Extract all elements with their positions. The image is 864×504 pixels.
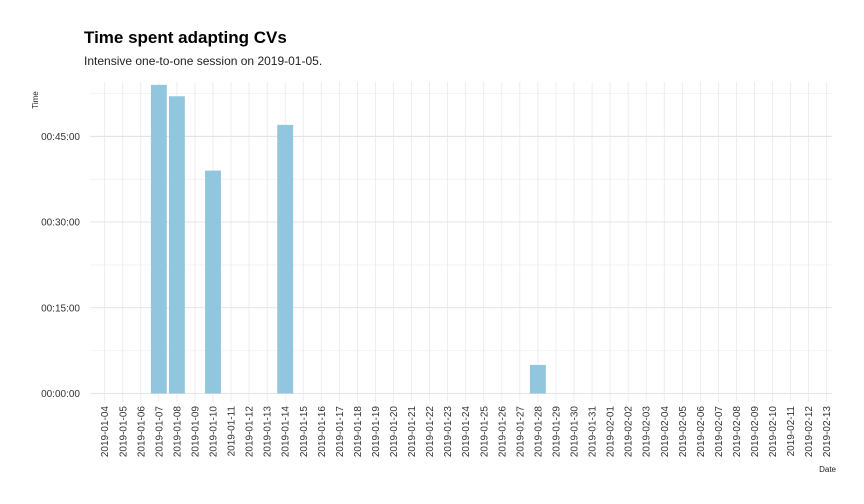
y-tick-label: 00:00:00 — [41, 389, 80, 400]
x-tick-label: 2019-01-30 — [570, 406, 581, 458]
x-tick-label: 2019-02-11 — [786, 406, 797, 457]
x-tick-label: 2019-01-13 — [263, 406, 274, 458]
bar — [277, 124, 294, 394]
y-tick-label: 00:45:00 — [41, 132, 80, 143]
x-tick-label: 2019-02-02 — [624, 406, 635, 458]
x-tick-label: 2019-01-07 — [154, 406, 165, 458]
x-tick-label: 2019-02-08 — [732, 406, 743, 458]
x-tick-label: 2019-02-06 — [696, 406, 707, 458]
x-tick-label: 2019-02-03 — [642, 406, 653, 458]
x-tick-label: 2019-01-11 — [227, 406, 238, 457]
x-tick-label: 2019-01-23 — [443, 406, 454, 458]
bar — [168, 96, 185, 394]
x-tick-label: 2019-01-22 — [425, 406, 436, 458]
bar — [529, 364, 546, 394]
x-tick-label: 2019-01-26 — [497, 406, 508, 458]
x-tick-label: 2019-01-14 — [281, 406, 292, 458]
x-axis-title: Date — [819, 465, 836, 474]
x-tick-label: 2019-02-01 — [606, 406, 617, 458]
x-tick-label: 2019-02-13 — [822, 406, 833, 458]
x-tick-label: 2019-01-17 — [335, 406, 346, 458]
x-tick-label: 2019-01-12 — [245, 406, 256, 458]
bar — [150, 84, 167, 394]
x-tick-label: 2019-01-19 — [371, 406, 382, 458]
x-tick-label: 2019-01-24 — [461, 406, 472, 458]
chart-title: Time spent adapting CVs — [84, 28, 287, 47]
y-tick-label: 00:15:00 — [41, 303, 80, 314]
x-tick-label: 2019-01-04 — [100, 406, 111, 458]
x-tick-label: 2019-01-06 — [136, 406, 147, 458]
x-tick-label: 2019-02-09 — [750, 406, 761, 458]
x-tick-label: 2019-01-31 — [588, 406, 599, 458]
x-tick-label: 2019-01-16 — [317, 406, 328, 458]
x-tick-label: 2019-01-21 — [407, 406, 418, 458]
x-tick-label: 2019-01-29 — [551, 406, 562, 458]
x-tick-label: 2019-01-18 — [353, 406, 364, 458]
x-tick-label: 2019-01-28 — [533, 406, 544, 458]
bars — [150, 84, 546, 394]
x-tick-label: 2019-01-10 — [209, 406, 220, 458]
y-axis-ticks: 00:00:00 00:15:00 00:30:00 00:45:00 — [41, 132, 80, 400]
y-tick-label: 00:30:00 — [41, 218, 80, 229]
x-tick-label: 2019-02-04 — [660, 406, 671, 458]
x-tick-label: 2019-01-27 — [515, 406, 526, 458]
x-tick-label: 2019-02-07 — [714, 406, 725, 458]
x-tick-label: 2019-01-05 — [118, 406, 129, 458]
x-tick-label: 2019-01-20 — [389, 406, 400, 458]
x-tick-label: 2019-01-25 — [479, 406, 490, 458]
chart-subtitle: Intensive one-to-one session on 2019-01-… — [84, 54, 322, 68]
x-tick-label: 2019-01-15 — [299, 406, 310, 458]
x-tick-label: 2019-01-09 — [190, 406, 201, 458]
x-tick-label: 2019-02-12 — [804, 406, 815, 458]
bar — [205, 170, 221, 394]
x-tick-label: 2019-01-08 — [172, 406, 183, 458]
y-axis-title: Time — [31, 91, 40, 109]
x-tick-label: 2019-02-10 — [768, 406, 779, 458]
x-axis-ticks: 2019-01-04 2019-01-05 2019-01-06 2019-01-07… — [100, 406, 833, 458]
x-tick-label: 2019-02-05 — [678, 406, 689, 458]
grid — [90, 82, 832, 402]
